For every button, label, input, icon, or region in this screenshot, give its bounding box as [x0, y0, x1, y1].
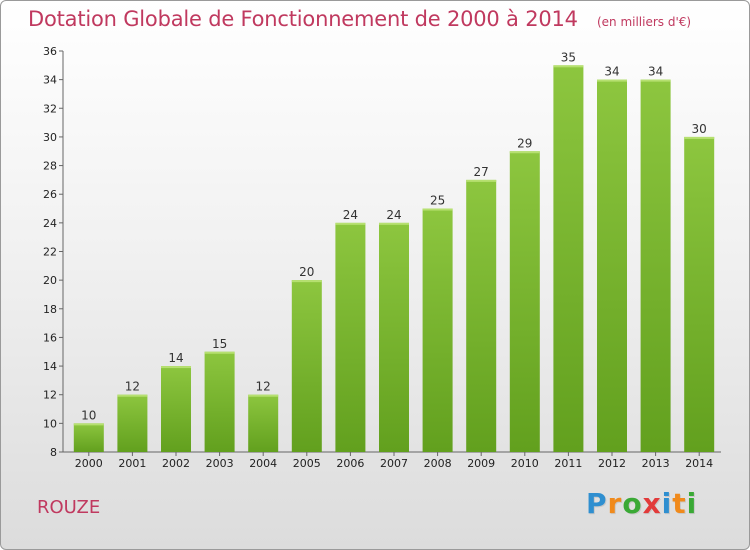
bar-2007 [379, 222, 409, 452]
bar-2003 [204, 351, 235, 452]
bar-value-label: 14 [168, 351, 183, 365]
x-tick-label: 2006 [336, 457, 364, 470]
bar-2011 [553, 65, 584, 453]
bar-value-label: 30 [692, 122, 707, 136]
y-tick-label: 30 [43, 131, 57, 144]
bar-2002 [161, 366, 191, 452]
x-tick-label: 2007 [380, 457, 408, 470]
y-tick-label: 24 [43, 217, 57, 230]
bar-value-label: 29 [517, 136, 532, 150]
bar-2005 [291, 280, 322, 452]
bar-highlight [422, 208, 453, 211]
bar-2010 [509, 151, 540, 452]
bar-2012 [597, 79, 627, 453]
bar-highlight [379, 222, 409, 225]
bar-value-label: 15 [212, 337, 227, 351]
bar-2008 [422, 208, 453, 452]
bar-highlight [204, 351, 235, 354]
x-tick-label: 2009 [467, 457, 495, 470]
bar-highlight [117, 394, 148, 397]
y-tick-label: 36 [43, 45, 57, 58]
y-tick-label: 26 [43, 188, 57, 201]
bar-highlight [161, 366, 191, 369]
bar-value-label: 35 [561, 50, 576, 64]
bar-value-label: 24 [343, 208, 358, 222]
bar-highlight [73, 423, 104, 426]
y-tick-label: 34 [43, 74, 57, 87]
bar-highlight [466, 179, 497, 182]
bar-highlight [248, 394, 279, 397]
bar-highlight [509, 151, 540, 154]
bar-value-label: 20 [299, 265, 314, 279]
x-tick-label: 2011 [554, 457, 582, 470]
y-tick-label: 10 [43, 417, 57, 430]
bar-2001 [117, 394, 148, 452]
y-tick-label: 32 [43, 102, 57, 115]
chart-title: Dotation Globale de Fonctionnement de 20… [28, 7, 578, 31]
x-tick-label: 2014 [685, 457, 713, 470]
bar-value-label: 10 [81, 408, 96, 422]
bar-highlight [553, 65, 584, 68]
y-tick-label: 8 [50, 446, 57, 459]
proxiti-logo: Proxiti [586, 487, 698, 520]
x-tick-label: 2001 [118, 457, 146, 470]
x-tick-label: 2008 [424, 457, 452, 470]
bar-highlight [335, 222, 366, 225]
y-tick-label: 28 [43, 160, 57, 173]
bar-2009 [466, 179, 497, 452]
bar-2014 [684, 136, 715, 452]
bar-2004 [248, 394, 279, 452]
bar-2000 [73, 423, 104, 452]
chart-title-block: Dotation Globale de Fonctionnement de 20… [28, 7, 691, 31]
x-tick-label: 2013 [642, 457, 670, 470]
bar-highlight [597, 79, 627, 82]
x-tick-label: 2003 [206, 457, 234, 470]
x-tick-label: 2005 [293, 457, 321, 470]
y-tick-label: 22 [43, 246, 57, 259]
commune-name: ROUZE [37, 497, 101, 518]
bar-value-label: 34 [648, 65, 663, 79]
bar-value-label: 24 [386, 208, 401, 222]
y-tick-label: 16 [43, 331, 57, 344]
bar-highlight [291, 280, 322, 283]
bar-value-label: 25 [430, 194, 445, 208]
bar-value-label: 12 [256, 380, 271, 394]
y-tick-label: 12 [43, 389, 57, 402]
bar-2006 [335, 222, 366, 452]
bar-value-label: 27 [474, 165, 489, 179]
x-tick-label: 2000 [75, 457, 103, 470]
y-tick-label: 18 [43, 303, 57, 316]
chart-subtitle: (en milliers d'€) [596, 15, 692, 29]
y-tick-label: 14 [43, 360, 57, 373]
bar-value-label: 34 [604, 65, 619, 79]
y-tick-label: 20 [43, 274, 57, 287]
x-tick-label: 2010 [511, 457, 539, 470]
x-tick-label: 2004 [249, 457, 277, 470]
x-tick-label: 2012 [598, 457, 626, 470]
x-tick-label: 2002 [162, 457, 190, 470]
bar-2013 [640, 79, 671, 453]
bar-highlight [684, 136, 715, 139]
bar-highlight [640, 79, 671, 82]
bar-value-label: 12 [125, 380, 140, 394]
